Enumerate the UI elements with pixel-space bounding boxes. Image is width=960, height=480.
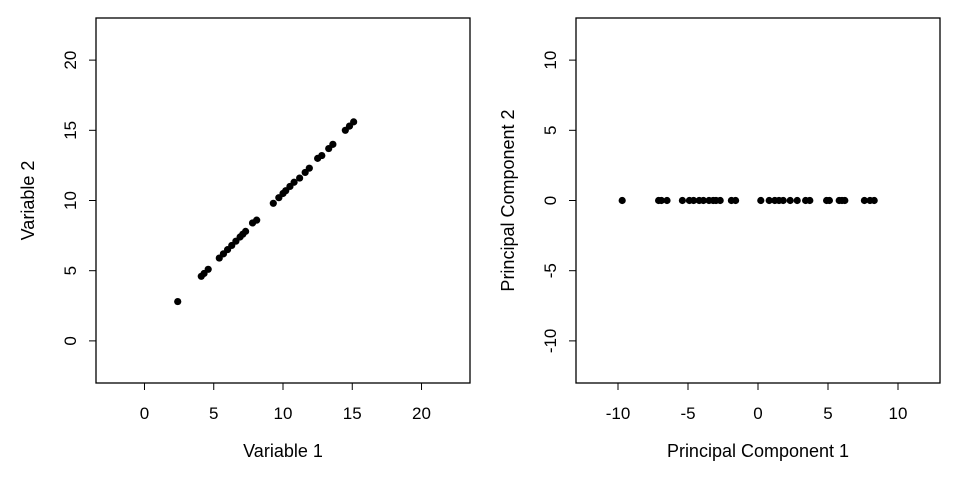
data-point [329,140,337,148]
y-tick-label: 0 [61,336,80,345]
y-tick-label: -10 [541,329,560,354]
data-point [825,196,834,205]
x-tick-label: -5 [680,404,695,423]
x-tick-label: 10 [889,404,908,423]
data-point [204,265,212,273]
data-point [860,196,869,205]
x-tick-label: 10 [274,404,293,423]
x-tick-label: -10 [606,404,631,423]
y-tick-label: 15 [61,121,80,140]
data-point [242,227,250,235]
data-point [678,196,687,205]
data-point [699,196,708,205]
x-tick-label: 0 [140,404,149,423]
x-tick-label: 15 [343,404,362,423]
data-point [350,118,358,126]
y-tick-label: 10 [541,51,560,70]
x-axis-label: Principal Component 1 [667,441,849,461]
data-point [786,196,794,205]
x-tick-label: 5 [209,404,218,423]
right-scatter-panel: -10 -5 0 5 10 -10 -5 0 5 10 Principal Component 1 P… [498,17,941,461]
y-tick-label: 5 [541,126,560,135]
data-point [841,196,849,205]
data-point [806,196,814,205]
data-point [290,178,298,186]
left-scatter-panel: 0 5 10 15 20 0 5 10 15 20 Variable 1 Variable 2 [18,17,471,461]
data-point [793,196,801,205]
data-point [657,196,666,205]
x-tick-label: 5 [823,404,832,423]
data-point [174,297,182,306]
y-tick-label: 10 [61,191,80,210]
plot-frame [95,17,471,384]
data-point [296,174,304,182]
y-axis-label: Principal Component 2 [498,109,518,291]
x-tick-label: 0 [753,404,762,423]
y-axis-label: Variable 2 [18,161,38,241]
data-point [732,196,740,205]
y-tick-label: -5 [541,263,560,278]
x-tick-label: 20 [412,404,431,423]
data-point [765,196,773,205]
data-point [716,196,724,205]
data-point [305,164,313,172]
data-point [618,196,626,205]
data-point [690,196,698,205]
y-tick-label: 20 [61,51,80,70]
data-point [870,196,878,205]
x-axis-label: Variable 1 [243,441,323,461]
data-point [779,196,787,205]
data-point [663,196,671,205]
data-point [318,151,326,160]
y-tick-label: 5 [61,266,80,275]
data-point [757,196,765,205]
data-point [269,199,277,207]
data-point [253,216,261,224]
y-tick-label: 0 [541,196,560,205]
